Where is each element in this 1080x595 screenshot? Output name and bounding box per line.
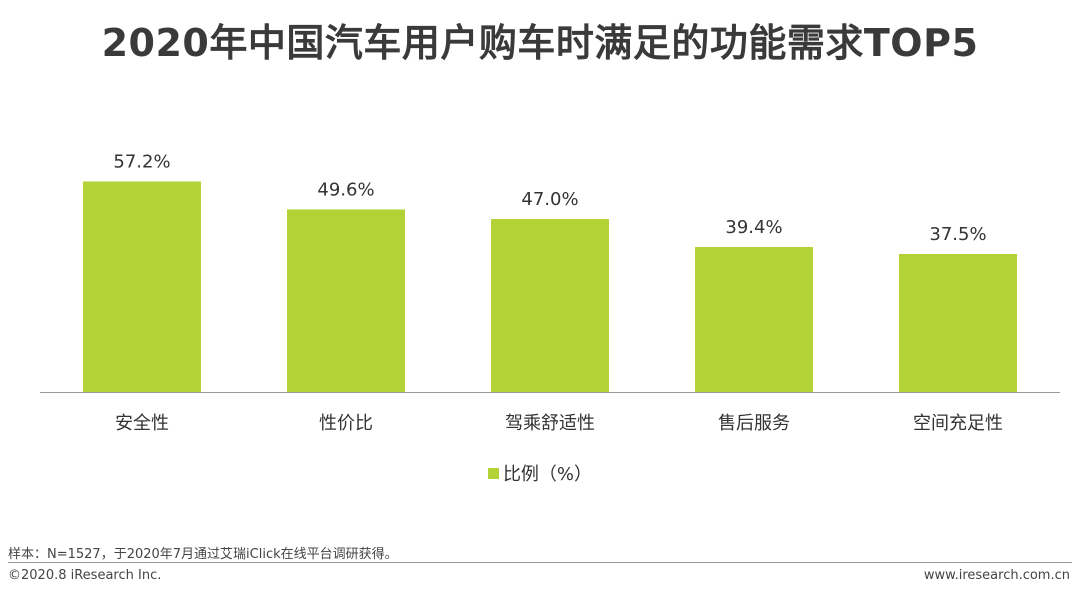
bar-chart: 57.2% 安全性 49.6% 性价比 47.0% 驾乘舒适性 39.4% 售后服务 37.5%… — [40, 152, 1060, 434]
bar-2 — [287, 209, 405, 392]
bar-3 — [491, 219, 609, 392]
website-link[interactable]: www.iresearch.com.cn — [923, 568, 1070, 583]
data-label-4: 39.4% — [725, 217, 782, 238]
data-label-1: 57.2% — [113, 152, 170, 173]
category-label-2: 性价比 — [319, 413, 373, 434]
bar-1 — [83, 181, 201, 392]
category-label-5: 空间充足性 — [913, 413, 1003, 434]
category-label-1: 安全性 — [115, 413, 169, 434]
data-label-3: 47.0% — [521, 189, 578, 210]
category-label-4: 售后服务 — [718, 413, 790, 434]
sample-footnote: 样本：N=1527，于2020年7月通过艾瑞iClick在线平台调研获得。 — [8, 547, 398, 562]
footer-divider — [8, 562, 1072, 563]
category-label-3: 驾乘舒适性 — [505, 413, 595, 434]
legend: 比例（%） — [0, 460, 1080, 486]
chart-title: 2020年中国汽车用户购车时满足的功能需求TOP5 — [101, 21, 979, 65]
legend-label: 比例（%） — [502, 464, 593, 485]
bar-5 — [899, 254, 1017, 392]
copyright: ©2020.8 iResearch Inc. — [8, 568, 162, 583]
data-label-5: 37.5% — [929, 224, 986, 245]
bar-4 — [695, 247, 813, 392]
legend-swatch-icon — [487, 467, 499, 479]
data-label-2: 49.6% — [317, 179, 374, 200]
